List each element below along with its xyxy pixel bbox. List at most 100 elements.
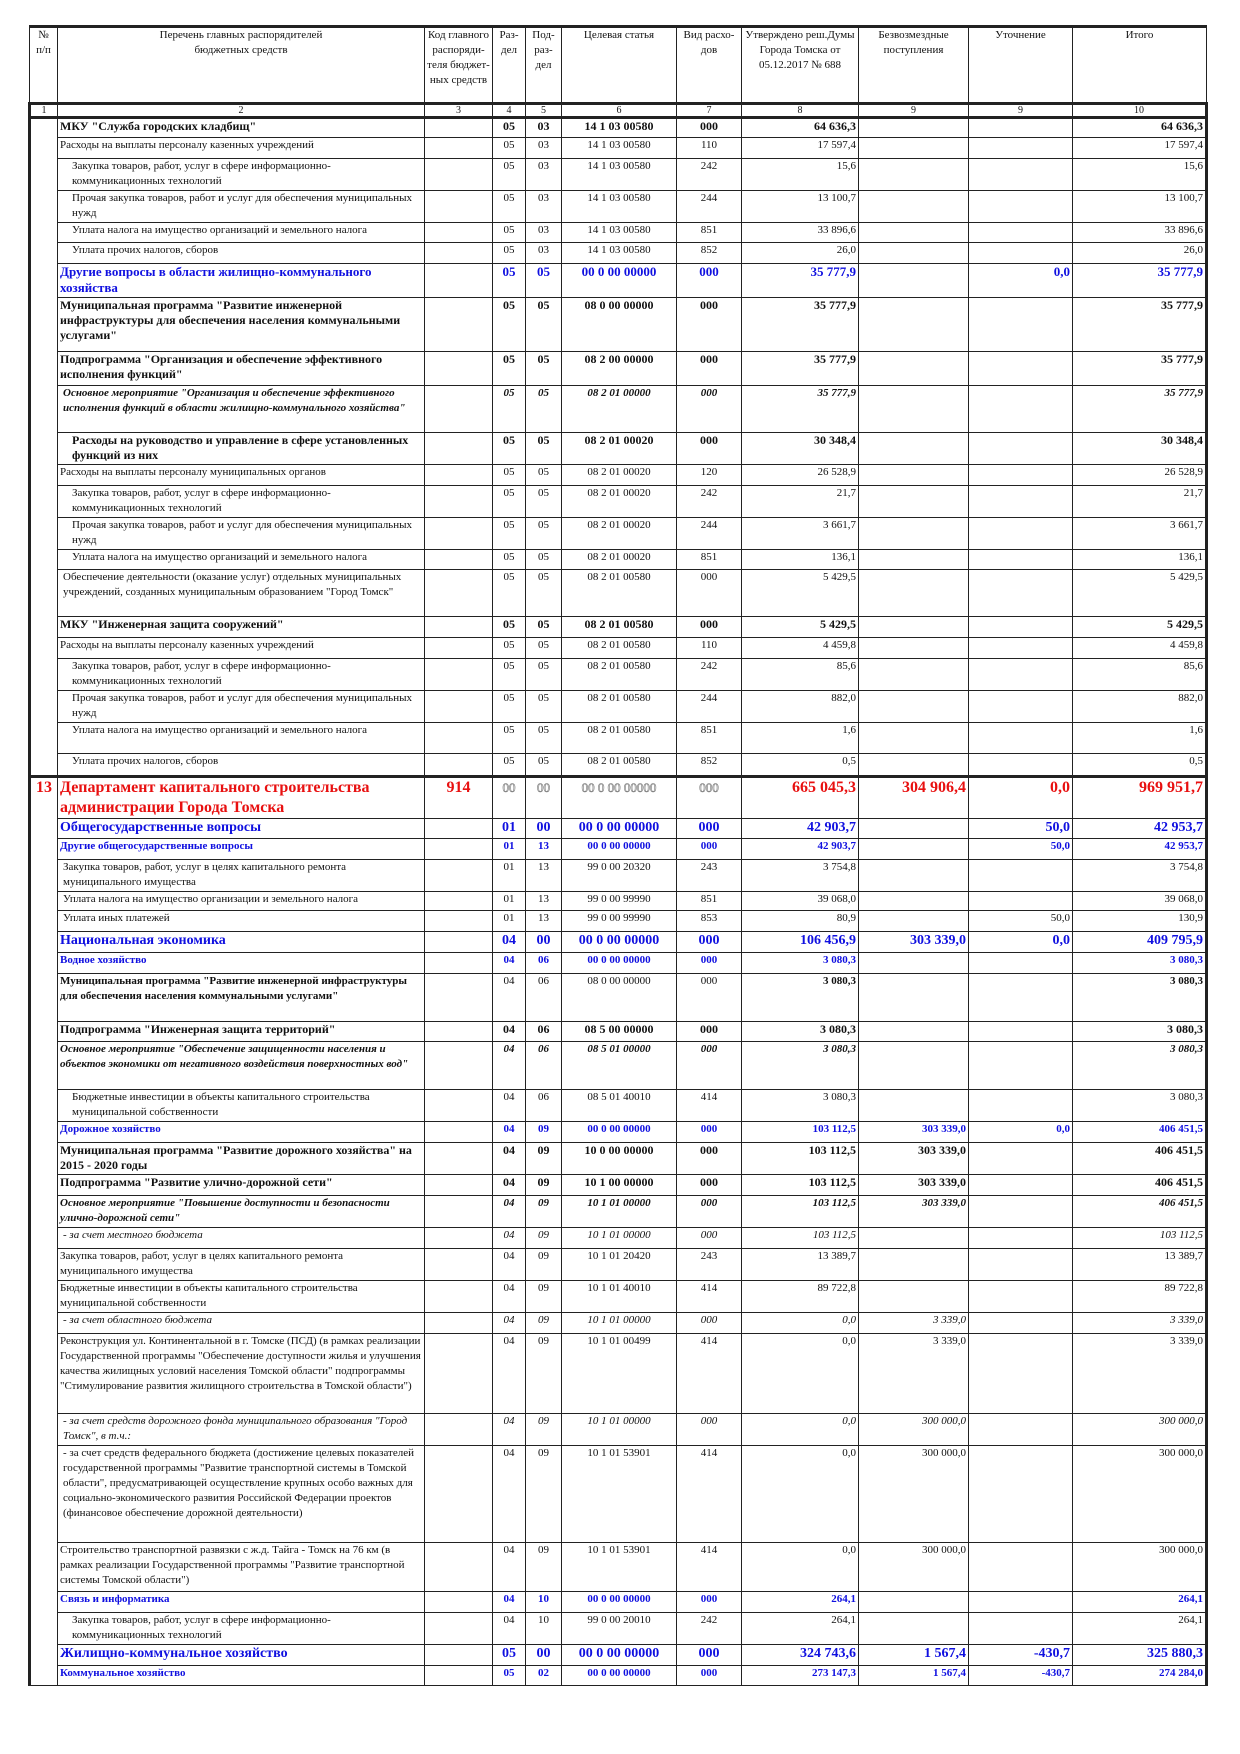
total-amount: 882,0 xyxy=(1072,690,1208,723)
table-row: Подпрограмма "Организация и обеспечение … xyxy=(30,351,1208,386)
item-name: Прочая закупка товаров, работ и услуг дл… xyxy=(57,517,425,550)
col-number: 9 xyxy=(858,102,969,119)
table-row: - за счет местного бюджета 04 09 10 1 01 00… xyxy=(30,1227,1208,1249)
adjustment-amount: 50,0 xyxy=(968,838,1073,860)
expense-type: 000 xyxy=(676,1312,742,1334)
grants-amount xyxy=(858,1612,969,1645)
grants-amount xyxy=(858,1021,969,1042)
approved-amount: 665 045,3 xyxy=(741,775,859,819)
section-code: 05 xyxy=(492,385,526,433)
subsection-code: 05 xyxy=(525,351,562,386)
col-header-total: Итого xyxy=(1072,25,1207,104)
adjustment-amount xyxy=(968,658,1073,691)
section-code: 04 xyxy=(492,1333,526,1414)
grants-amount xyxy=(858,753,969,777)
admin-code xyxy=(424,464,493,486)
admin-code xyxy=(424,1591,493,1613)
item-name: МКУ "Инженерная защита сооружений" xyxy=(57,616,425,638)
admin-code xyxy=(424,931,493,953)
col-number: 2 xyxy=(57,102,425,119)
grants-amount xyxy=(858,910,969,932)
adjustment-amount xyxy=(968,973,1073,1022)
admin-code xyxy=(424,1089,493,1122)
admin-code xyxy=(424,1142,493,1175)
expense-type: 851 xyxy=(676,549,742,570)
expense-type: 244 xyxy=(676,517,742,550)
target-article: 10 1 01 53901 xyxy=(561,1542,677,1592)
subsection-code: 05 xyxy=(525,485,562,518)
subsection-code: 05 xyxy=(525,690,562,723)
adjustment-amount xyxy=(968,1248,1073,1281)
expense-type: 414 xyxy=(676,1445,742,1543)
item-name: Уплата иных платежей xyxy=(57,910,425,932)
col-header-admin-code: Код главного распоряди- теля бюджет- ных… xyxy=(424,25,493,104)
col-number: 10 xyxy=(1072,102,1208,119)
table-row: Национальная экономика 04 00 00 0 00 00000 0… xyxy=(30,931,1208,953)
subsection-code: 05 xyxy=(525,753,562,777)
approved-amount: 30 348,4 xyxy=(741,432,859,465)
item-name: Уплата налога на имущество организаций и… xyxy=(57,549,425,570)
approved-amount: 3 080,3 xyxy=(741,973,859,1022)
table-row: Муниципальная программа "Развитие инжене… xyxy=(30,297,1208,352)
item-name: Уплата налога на имущество организаций и… xyxy=(57,222,425,243)
target-article: 08 5 01 00000 xyxy=(561,1041,677,1090)
table-row: Уплата налога на имущество организации и… xyxy=(30,891,1208,911)
expense-type: 000 xyxy=(676,818,742,839)
admin-code xyxy=(424,1445,493,1543)
section-code: 05 xyxy=(492,432,526,465)
total-amount: 5 429,5 xyxy=(1072,569,1208,617)
adjustment-amount xyxy=(968,859,1073,892)
table-row: Основное мероприятие "Обеспечение защище… xyxy=(30,1041,1208,1090)
subsection-code: 06 xyxy=(525,952,562,974)
section-code: 05 xyxy=(492,190,526,223)
item-name: Подпрограмма "Организация и обеспечение … xyxy=(57,351,425,386)
total-amount: 3 754,8 xyxy=(1072,859,1208,892)
col-header-section: Раз- дел xyxy=(492,25,526,104)
target-article: 08 2 01 00580 xyxy=(561,722,677,754)
total-amount: 85,6 xyxy=(1072,658,1208,691)
subsection-code: 05 xyxy=(525,464,562,486)
approved-amount: 13 100,7 xyxy=(741,190,859,223)
approved-amount: 33 896,6 xyxy=(741,222,859,243)
subsection-code: 10 xyxy=(525,1591,562,1613)
subsection-code: 03 xyxy=(525,158,562,191)
item-name: Закупка товаров, работ, услуг в целях ка… xyxy=(57,1248,425,1281)
col-number: 5 xyxy=(525,102,562,119)
expense-type: 414 xyxy=(676,1089,742,1122)
section-code: 04 xyxy=(492,1142,526,1175)
table-row: Уплата иных платежей 01 13 99 0 00 99990 853… xyxy=(30,910,1208,932)
table-row: Уплата налога на имущество организаций и… xyxy=(30,722,1208,754)
item-name: - за счет местного бюджета xyxy=(57,1227,425,1249)
approved-amount: 89 722,8 xyxy=(741,1280,859,1313)
approved-amount: 64 636,3 xyxy=(741,116,859,138)
approved-amount: 5 429,5 xyxy=(741,616,859,638)
section-code: 04 xyxy=(492,1021,526,1042)
item-name: Закупка товаров, работ, услуг в целях ка… xyxy=(57,859,425,892)
col-header-adjustment: Уточнение xyxy=(968,25,1073,104)
approved-amount: 0,0 xyxy=(741,1542,859,1592)
grants-amount xyxy=(858,1089,969,1122)
grants-amount xyxy=(858,432,969,465)
adjustment-amount: 0,0 xyxy=(968,1121,1073,1143)
item-name: Уплата налога на имущество организации и… xyxy=(57,891,425,911)
total-amount: 21,7 xyxy=(1072,485,1208,518)
admin-code xyxy=(424,351,493,386)
target-article: 08 0 00 00000 xyxy=(561,973,677,1022)
admin-code xyxy=(424,569,493,617)
subsection-code: 13 xyxy=(525,859,562,892)
subsection-code: 05 xyxy=(525,722,562,754)
section-code: 01 xyxy=(492,859,526,892)
adjustment-amount xyxy=(968,222,1073,243)
section-code: 04 xyxy=(492,1612,526,1645)
target-article: 08 2 01 00580 xyxy=(561,658,677,691)
grants-amount xyxy=(858,222,969,243)
total-amount: 0,5 xyxy=(1072,753,1208,777)
admin-code xyxy=(424,1665,493,1686)
expense-type: 851 xyxy=(676,891,742,911)
total-amount: 1,6 xyxy=(1072,722,1208,754)
subsection-code: 03 xyxy=(525,190,562,223)
section-code: 04 xyxy=(492,1174,526,1196)
section-code: 00 xyxy=(492,775,526,819)
total-amount: 17 597,4 xyxy=(1072,137,1208,159)
target-article: 99 0 00 20320 xyxy=(561,859,677,892)
